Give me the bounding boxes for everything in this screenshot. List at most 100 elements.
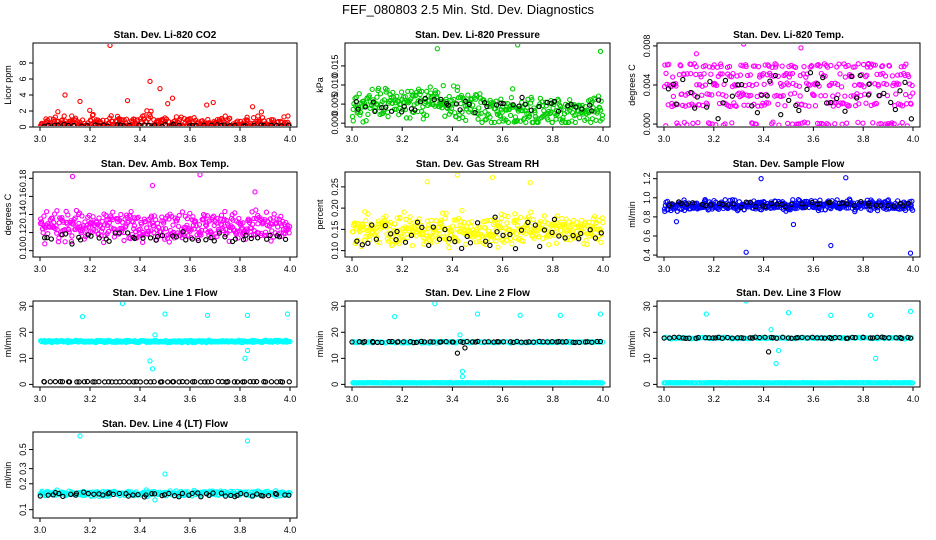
data-point	[189, 236, 195, 242]
data-point	[417, 99, 424, 105]
outlier-point	[77, 433, 83, 439]
data-point	[793, 82, 799, 88]
data-point	[180, 229, 186, 235]
outlier-point	[758, 176, 764, 182]
data-point	[210, 99, 216, 106]
data-point	[43, 208, 50, 215]
data-point	[563, 119, 569, 126]
data-point	[204, 213, 210, 219]
data-point	[399, 235, 405, 241]
data-point	[162, 122, 168, 126]
y-tick-label: 0.15	[330, 221, 340, 239]
data-point	[116, 490, 123, 497]
data-point	[463, 98, 469, 104]
data-point	[454, 87, 460, 94]
points-layer	[349, 302, 606, 386]
data-point	[530, 339, 537, 345]
data-point	[224, 217, 230, 224]
data-point	[253, 207, 259, 213]
data-point	[906, 73, 912, 80]
data-point	[512, 211, 518, 217]
data-point	[865, 92, 872, 98]
data-point	[512, 245, 519, 252]
data-point	[675, 123, 682, 126]
points-layer	[37, 173, 293, 247]
data-point	[251, 122, 257, 126]
data-point	[756, 334, 763, 341]
data-point	[678, 63, 684, 69]
outlier-point	[149, 366, 156, 372]
data-point	[897, 123, 903, 126]
data-point	[507, 231, 513, 238]
data-point	[679, 102, 686, 109]
data-point	[755, 103, 761, 109]
data-point	[774, 201, 780, 207]
data-point	[211, 222, 217, 229]
data-point	[443, 210, 449, 216]
data-point	[786, 74, 792, 80]
data-point	[263, 209, 270, 215]
data-point	[408, 232, 415, 238]
data-point	[420, 116, 426, 122]
x-tick-label: 4.0	[597, 394, 610, 404]
data-point	[553, 240, 560, 246]
data-point	[744, 72, 751, 79]
data-point	[403, 225, 410, 231]
data-point	[673, 101, 679, 107]
data-point	[779, 201, 785, 208]
data-point	[519, 108, 526, 114]
data-point	[204, 102, 210, 108]
series-reference	[42, 229, 289, 247]
data-point	[494, 229, 500, 235]
data-point	[432, 103, 438, 109]
data-point	[254, 491, 260, 497]
data-point	[241, 379, 248, 385]
data-point	[247, 217, 253, 224]
data-point	[749, 103, 755, 109]
data-point	[436, 231, 442, 237]
data-point	[863, 100, 869, 106]
x-tick-label: 3.2	[708, 394, 721, 404]
data-point	[135, 492, 141, 498]
data-point	[70, 221, 77, 227]
data-point	[527, 113, 533, 119]
data-point	[105, 228, 112, 235]
panel-title: Stan. Dev. Li-820 Temp.	[733, 30, 844, 41]
data-point	[740, 63, 746, 69]
data-point	[120, 123, 127, 126]
data-point	[186, 123, 193, 126]
data-point	[417, 231, 423, 237]
data-point	[570, 232, 576, 239]
data-point	[77, 237, 84, 243]
data-point	[149, 220, 156, 226]
y-tick-label: 0.25	[330, 178, 340, 196]
data-point	[802, 204, 809, 210]
data-point	[753, 81, 760, 87]
data-point	[532, 222, 539, 228]
data-point	[401, 103, 407, 110]
data-point	[446, 236, 452, 242]
data-point	[874, 334, 880, 340]
data-point	[100, 492, 106, 498]
data-point	[752, 63, 758, 69]
data-point	[791, 90, 798, 96]
data-point	[536, 103, 542, 110]
x-tick-label: 3.2	[84, 394, 97, 404]
data-point	[350, 118, 356, 124]
data-point	[394, 98, 400, 104]
y-tick-label: 0.8	[642, 211, 652, 224]
data-point	[135, 214, 141, 220]
data-point	[908, 116, 915, 122]
data-point	[60, 493, 66, 500]
data-point	[151, 379, 157, 385]
data-point	[147, 235, 154, 241]
data-point	[114, 122, 120, 126]
data-point	[96, 379, 102, 385]
data-point	[208, 122, 215, 126]
data-point	[504, 220, 510, 226]
data-point	[208, 378, 215, 385]
data-point	[394, 228, 400, 235]
data-point	[159, 379, 165, 385]
x-tick-label: 3.0	[658, 394, 671, 404]
data-point	[191, 115, 197, 121]
